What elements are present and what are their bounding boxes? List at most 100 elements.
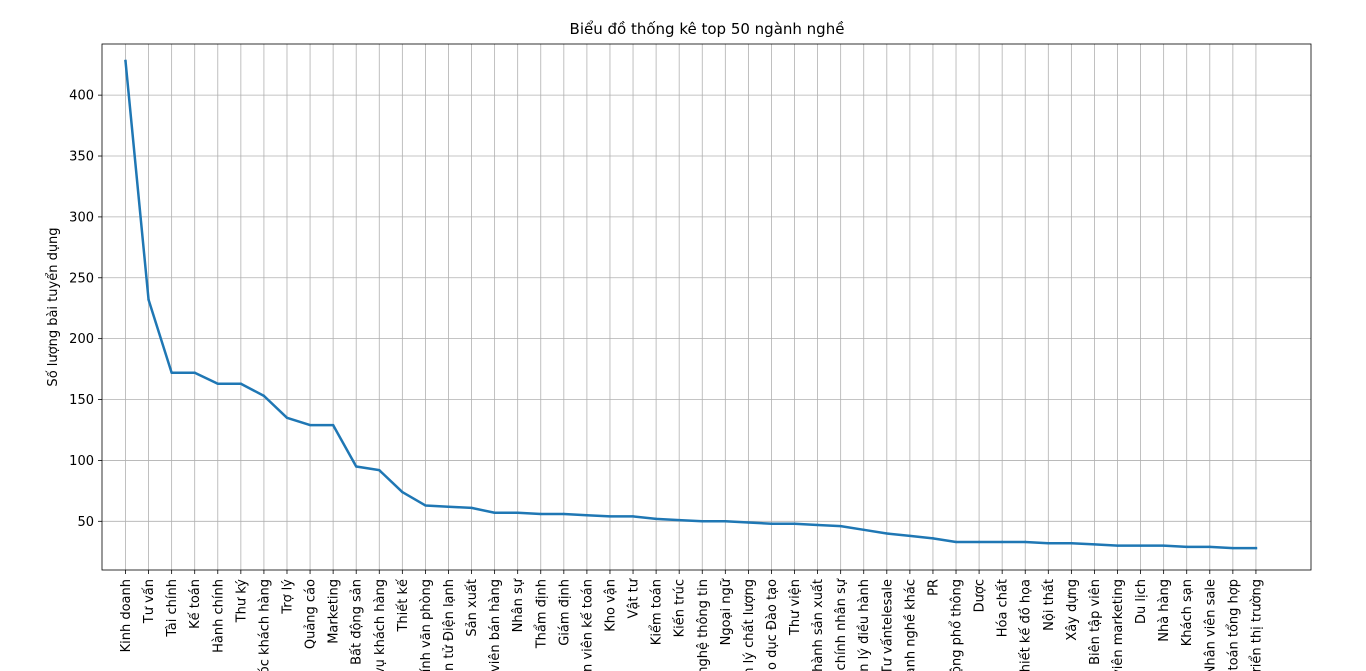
x-tick-label: Dịch vụ khách hàng xyxy=(373,579,388,671)
plot-area-frame xyxy=(101,43,1312,571)
y-tick-label: 200 xyxy=(69,332,94,347)
x-tick-label: Thư viện xyxy=(788,579,803,636)
data-point xyxy=(470,506,473,510)
data-point xyxy=(954,540,958,544)
x-tick-label: Hành chính xyxy=(211,579,226,653)
data-point xyxy=(447,505,450,508)
x-tick-label: Nhân viên bán hàng xyxy=(488,579,503,671)
data-point xyxy=(239,382,243,385)
x-tick-label: Trợ lý xyxy=(280,579,295,615)
data-point xyxy=(1231,546,1235,550)
series-layer xyxy=(124,59,1258,550)
y-axis-label: Số lượng bài tuyển dụng xyxy=(46,227,61,386)
x-tick-label: PR xyxy=(926,579,941,596)
data-point xyxy=(424,504,427,507)
x-tick-label: Giám định xyxy=(557,579,572,646)
x-tick-label: Nhân viên hành chính nhân sự xyxy=(834,578,849,671)
data-point xyxy=(816,523,819,527)
data-point xyxy=(262,394,266,398)
x-tick-label: Quản lý vận hành sản xuất xyxy=(811,579,826,671)
x-tick-label: Hóa chất xyxy=(996,579,1011,637)
y-tick-label: 50 xyxy=(77,515,94,530)
x-tick-label: Lao động phổ thông xyxy=(950,579,965,671)
x-tick-label: Tư vấn xyxy=(142,579,157,624)
data-point xyxy=(124,59,127,63)
x-tick-label: Công nghệ thông tin xyxy=(696,579,711,671)
data-point xyxy=(539,512,542,516)
x-tick-label: Nhân sự xyxy=(511,578,526,632)
data-point xyxy=(793,522,796,525)
y-tick-label: 300 xyxy=(69,210,94,225)
data-point xyxy=(585,514,589,517)
data-point xyxy=(677,518,681,522)
x-tick-label: Quảng cáo xyxy=(304,579,319,649)
data-point xyxy=(631,515,635,518)
x-tick-label: Tài chính xyxy=(165,579,180,638)
data-point xyxy=(977,540,981,544)
data-point xyxy=(378,468,381,472)
data-point xyxy=(170,371,173,374)
y-tick-label: 150 xyxy=(69,393,94,408)
x-tick-label: Nhân viên kế toán xyxy=(580,579,595,671)
x-tick-label: Kinh doanh xyxy=(119,579,134,652)
data-point xyxy=(1047,542,1050,545)
data-point xyxy=(747,521,750,524)
data-point xyxy=(1116,544,1119,547)
x-tick-label: Kiến trúc xyxy=(673,579,688,637)
x-axis-ticks: Kinh doanh Tư vấn Tài chính Kế toán Hành chí… xyxy=(119,570,1264,671)
x-tick-label: Bất động sản xyxy=(350,579,365,665)
data-point xyxy=(1024,540,1027,544)
data-point xyxy=(285,416,289,419)
data-point xyxy=(931,537,935,540)
x-tick-label: Tư vấntelesale xyxy=(880,579,895,671)
data-point xyxy=(1139,544,1142,547)
data-point xyxy=(885,532,889,535)
data-point xyxy=(862,528,865,532)
x-tick-label: Thiết kế đồ họa xyxy=(1019,579,1034,671)
x-tick-label: Marketing xyxy=(327,579,342,644)
x-tick-label: Kế toán xyxy=(188,579,203,629)
data-point xyxy=(1000,540,1004,544)
series-line xyxy=(124,59,1258,550)
data-point xyxy=(1185,545,1188,549)
data-point xyxy=(401,490,404,494)
data-point xyxy=(770,522,773,525)
x-tick-label: Quản lý điều hành xyxy=(857,579,872,671)
data-point xyxy=(724,520,727,523)
x-tick-label: Ngành nghề khác xyxy=(903,579,918,671)
y-tick-label: 400 xyxy=(69,89,94,104)
data-point xyxy=(562,512,566,516)
data-point xyxy=(608,515,612,518)
x-tick-label: Thiết kế xyxy=(396,579,411,633)
data-point xyxy=(908,534,912,538)
x-tick-label: Vật tư xyxy=(627,578,642,618)
x-tick-label: Kho vận xyxy=(603,579,618,632)
x-tick-label: Điện tử Điện lạnh xyxy=(442,579,457,671)
x-tick-label: Nghiên cứu phát triển thị trường xyxy=(1249,579,1264,671)
data-point xyxy=(331,423,335,427)
data-point xyxy=(216,382,219,385)
y-tick-label: 100 xyxy=(69,454,94,469)
x-tick-label: Chăm sóc khách hàng xyxy=(257,579,272,671)
x-tick-label: Xây dựng xyxy=(1065,579,1080,641)
data-point xyxy=(1093,543,1096,546)
x-tick-label: Nội thất xyxy=(1042,579,1057,631)
x-tick-label: Biên tập viên xyxy=(1088,579,1103,665)
x-tick-label: Kế toán tổng hợp xyxy=(1226,579,1241,671)
x-tick-label: Nhân viên hành chính văn phòng xyxy=(419,579,434,671)
x-tick-label: Dược xyxy=(973,579,988,612)
data-point xyxy=(1162,544,1165,547)
data-point xyxy=(1070,542,1073,545)
x-tick-label: Thư ký xyxy=(234,579,249,624)
data-point xyxy=(308,423,312,427)
grid-lines xyxy=(102,44,1311,570)
x-tick-label: Nhân viên marketing xyxy=(1111,579,1126,671)
data-point xyxy=(193,371,196,374)
x-tick-label: Du lịch xyxy=(1134,579,1149,624)
x-tick-label: Nhân viên sale xyxy=(1203,579,1218,671)
data-point xyxy=(839,524,842,528)
x-tick-label: Khách sạn xyxy=(1180,579,1195,646)
x-tick-label: Kiểm toán xyxy=(650,579,665,645)
data-point xyxy=(1254,546,1258,550)
